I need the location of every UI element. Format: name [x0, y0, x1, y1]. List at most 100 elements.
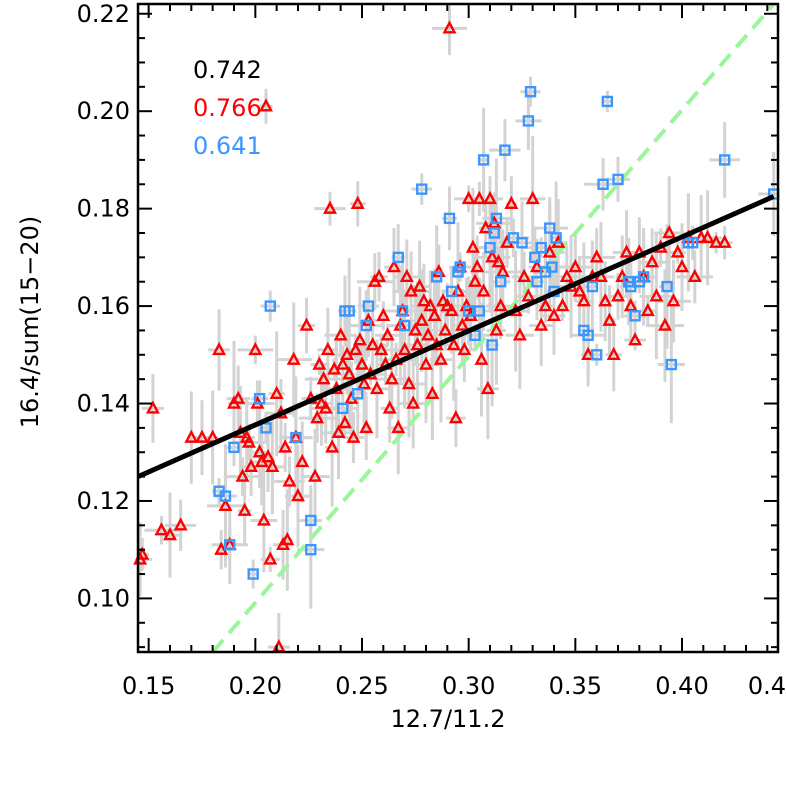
triangle-marker — [295, 453, 310, 468]
triangle-marker — [256, 512, 271, 526]
square-marker — [661, 280, 673, 293]
triangle-marker — [414, 312, 429, 326]
x-tick-label: 0.30 — [442, 672, 495, 700]
square-marker — [499, 144, 511, 156]
square-marker — [637, 271, 650, 283]
y-tick-label: 0.12 — [77, 487, 130, 515]
triangle-marker — [244, 458, 259, 473]
triangle-marker — [380, 327, 395, 341]
fit-line-layer — [136, 194, 775, 479]
triangle-marker — [312, 356, 327, 370]
triangle-marker — [700, 229, 715, 244]
square-marker — [462, 305, 475, 317]
triangle-marker — [476, 283, 491, 297]
triangle-marker — [218, 497, 233, 512]
triangle-marker — [173, 517, 188, 531]
triangle-marker — [269, 385, 284, 399]
square-marker — [590, 349, 603, 361]
triangle-marker — [259, 98, 273, 112]
triangle-marker — [346, 429, 361, 443]
square-marker — [612, 173, 624, 186]
y-tick-label: 0.10 — [77, 584, 130, 612]
triangle-marker — [440, 297, 455, 312]
triangle-marker — [359, 419, 374, 434]
square-marker — [454, 261, 466, 273]
triangle-marker — [525, 190, 540, 205]
triangle-marker — [559, 268, 574, 283]
fit-line — [136, 194, 775, 479]
triangle-marker — [352, 332, 367, 346]
square-marker — [516, 237, 528, 249]
triangle-marker — [421, 327, 436, 341]
y-tick-label: 0.20 — [77, 97, 130, 125]
x-tick-label: 0.4 — [748, 672, 786, 700]
triangle-marker — [423, 297, 438, 312]
triangle-marker — [640, 302, 655, 317]
triangle-marker — [261, 449, 276, 463]
square-marker — [360, 319, 372, 332]
square-marker — [546, 261, 558, 273]
blue-square-series — [213, 85, 780, 580]
triangle-marker — [461, 190, 476, 205]
square-marker — [228, 441, 240, 454]
triangle-marker — [455, 317, 470, 331]
square-marker — [416, 183, 428, 195]
square-marker — [486, 339, 498, 351]
triangle-marker — [314, 395, 329, 409]
correlation-value: 0.766 — [193, 94, 262, 122]
square-marker — [665, 358, 678, 371]
square-marker — [718, 154, 731, 166]
y-tick-label: 0.18 — [77, 195, 130, 223]
square-marker — [488, 227, 500, 239]
square-marker — [305, 543, 317, 556]
triangle-marker — [184, 429, 199, 443]
triangle-marker — [493, 297, 508, 312]
triangle-marker — [320, 341, 335, 356]
triangle-marker — [333, 327, 348, 341]
triangle-marker — [384, 371, 399, 385]
triangle-marker — [342, 366, 357, 380]
triangle-marker — [446, 336, 461, 351]
triangle-marker — [416, 293, 431, 307]
axes: 0.15 0.20 0.25 0.30 0.35 0.40 0.4 0.10 0.12 0.14 0… — [16, 0, 786, 733]
triangle-marker — [391, 419, 406, 434]
square-marker — [219, 490, 232, 502]
triangle-marker — [412, 278, 427, 292]
triangle-marker — [248, 341, 263, 356]
x-tick-label: 0.20 — [229, 672, 282, 700]
triangle-marker — [645, 254, 660, 268]
triangle-marker — [316, 371, 331, 385]
triangle-marker — [687, 268, 702, 283]
triangle-marker — [235, 468, 250, 482]
triangle-marker — [318, 400, 333, 414]
triangle-marker — [442, 20, 457, 34]
correlation-annotations: 0.742 0.766 0.641 — [193, 56, 262, 160]
x-tick-label: 0.25 — [335, 672, 388, 700]
triangle-marker — [252, 444, 267, 458]
triangle-marker — [589, 249, 604, 263]
y-tick-label: 0.14 — [77, 390, 130, 418]
square-marker — [398, 319, 411, 332]
triangle-marker — [448, 410, 463, 424]
triangle-marker — [485, 249, 500, 263]
triangle-marker — [438, 322, 453, 336]
correlation-value: 0.641 — [193, 132, 262, 160]
triangle-marker — [517, 268, 532, 283]
square-marker — [582, 329, 594, 342]
triangle-marker — [387, 259, 401, 273]
triangle-marker — [472, 190, 487, 205]
triangle-marker — [694, 229, 709, 244]
triangle-marker — [399, 268, 414, 283]
triangle-marker — [662, 224, 677, 239]
y-axis-title: 16.4/sum(15−20) — [16, 216, 44, 429]
triangle-marker — [335, 356, 350, 370]
square-marker — [524, 85, 537, 98]
triangle-marker — [572, 283, 587, 297]
triangle-marker — [555, 297, 570, 312]
triangle-marker — [406, 395, 421, 409]
square-marker — [290, 431, 302, 444]
triangle-marker — [542, 244, 557, 258]
square-marker — [601, 95, 614, 108]
square-marker — [253, 392, 266, 405]
square-marker — [352, 388, 364, 400]
